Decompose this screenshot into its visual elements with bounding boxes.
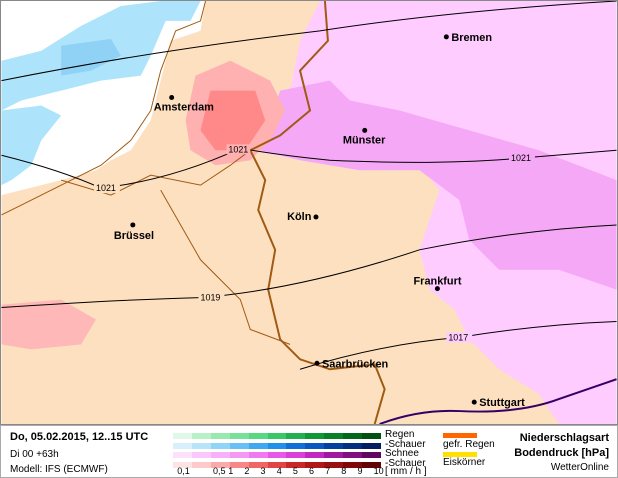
color-scale-bar (173, 442, 381, 449)
scale-label: -Schauer (385, 438, 426, 450)
color-swatch (210, 452, 230, 458)
isobar-label: 1017 (448, 332, 468, 342)
color-swatch (343, 452, 363, 458)
scale-tick: 5 (292, 466, 298, 476)
isobar-label: 1021 (96, 183, 116, 193)
color-swatch (173, 442, 192, 449)
color-swatch (343, 442, 363, 449)
color-swatch (210, 442, 230, 449)
color-swatch (267, 442, 287, 449)
model-name: Modell: IFS (ECMWF) (10, 464, 108, 475)
city-label: Münster (343, 134, 386, 146)
color-swatch (286, 452, 306, 458)
color-swatch (324, 433, 344, 439)
freezing-rain-label: gefr. Regen (443, 439, 495, 450)
isobar-dark (379, 378, 617, 424)
scale-tick: 9 (357, 466, 363, 476)
color-swatch (191, 433, 211, 439)
color-swatch (362, 452, 381, 458)
color-swatch (248, 452, 268, 458)
snow-heavy (260, 80, 617, 290)
coastline (1, 1, 206, 216)
color-swatch (173, 433, 192, 439)
color-swatch (210, 433, 230, 439)
isobar-label: 1021 (511, 153, 531, 163)
color-swatch (248, 442, 268, 449)
scale-tick: 7 (325, 466, 331, 476)
color-swatch (324, 442, 344, 449)
color-swatch (173, 452, 192, 458)
rain-shower-core (200, 90, 266, 151)
color-swatch (305, 442, 325, 449)
scale-label: -Schauer (385, 457, 426, 469)
scale-tick: 1 (228, 466, 234, 476)
color-swatch (210, 461, 230, 468)
color-swatch (191, 452, 211, 458)
color-swatch (267, 433, 287, 439)
color-swatch (362, 442, 381, 449)
color-swatch (305, 433, 325, 439)
color-swatch (286, 461, 306, 468)
color-swatch (343, 433, 363, 439)
color-swatch (191, 461, 211, 468)
color-swatch (305, 461, 325, 468)
color-swatch (324, 452, 344, 458)
freezing-rain-swatch (443, 433, 477, 438)
country-border (248, 1, 386, 424)
color-swatch (286, 433, 306, 439)
ice-pellets-swatch (443, 452, 477, 457)
scale-tick: 3 (260, 466, 266, 476)
color-swatch (267, 461, 287, 468)
color-scale-bar (173, 461, 381, 468)
city-label: Brüssel (114, 230, 154, 242)
scale-tick: 4 (276, 466, 282, 476)
scale-tick: 0,5 (212, 466, 226, 476)
scale-tick: 0,1 (177, 466, 190, 476)
scale-tick: 10 (373, 466, 384, 476)
scale-label: Regen (385, 429, 415, 440)
color-swatch (362, 433, 381, 439)
color-swatch (305, 452, 325, 458)
isobar-label: 1021 (228, 144, 248, 154)
isobar-label: 1019 (201, 293, 221, 303)
scale-tick: 8 (341, 466, 347, 476)
city-label: Frankfurt (414, 276, 462, 288)
legend-title-precip: Niederschlagsart (519, 432, 609, 444)
brand: WetterOnline (550, 462, 609, 473)
color-swatch (324, 461, 344, 468)
forecast-date: Do, 05.02.2015, 12..15 UTC (10, 431, 149, 443)
color-swatch (343, 461, 363, 468)
color-swatch (229, 442, 249, 449)
scale-tick: 6 (309, 466, 315, 476)
city-label: Bremen (451, 32, 492, 44)
cities: Bremen Amsterdam Münster Köln Brüssel Fr… (114, 32, 525, 409)
scale-tick: 2 (244, 466, 250, 476)
city-label: Stuttgart (479, 397, 525, 409)
unit-label: [ mm / h ] (385, 466, 427, 477)
legend: Do, 05.02.2015, 12..15 UTC Di 00 +63h Mo… (0, 425, 618, 478)
isobar-labels: 1021 1021 1021 1019 1017 (94, 144, 535, 342)
color-swatch (229, 433, 249, 439)
color-swatch (248, 461, 268, 468)
color-swatch (191, 442, 211, 449)
color-swatch (286, 442, 306, 449)
color-swatch (248, 433, 268, 439)
legend-title-pressure: Bodendruck [hPa] (514, 447, 609, 459)
color-scale-bar (173, 433, 381, 439)
ice-pellets-label: Eiskörner (443, 457, 486, 468)
color-swatch (229, 452, 249, 458)
color-swatch (173, 461, 192, 468)
weather-map: 1021 1021 1021 1019 1017 Bremen Amsterda… (0, 0, 618, 425)
sea-showers (1, 1, 201, 186)
color-swatch (229, 461, 249, 468)
color-swatch (362, 461, 381, 468)
rain-shower-west (1, 299, 97, 350)
model-run: Di 00 +63h (10, 449, 59, 460)
color-scale-bar (173, 452, 381, 458)
color-swatch (267, 452, 287, 458)
city-label: Amsterdam (154, 101, 214, 113)
city-label: Saarbrücken (322, 358, 388, 370)
city-label: Köln (287, 211, 311, 223)
scale-label: Schnee (385, 448, 419, 459)
